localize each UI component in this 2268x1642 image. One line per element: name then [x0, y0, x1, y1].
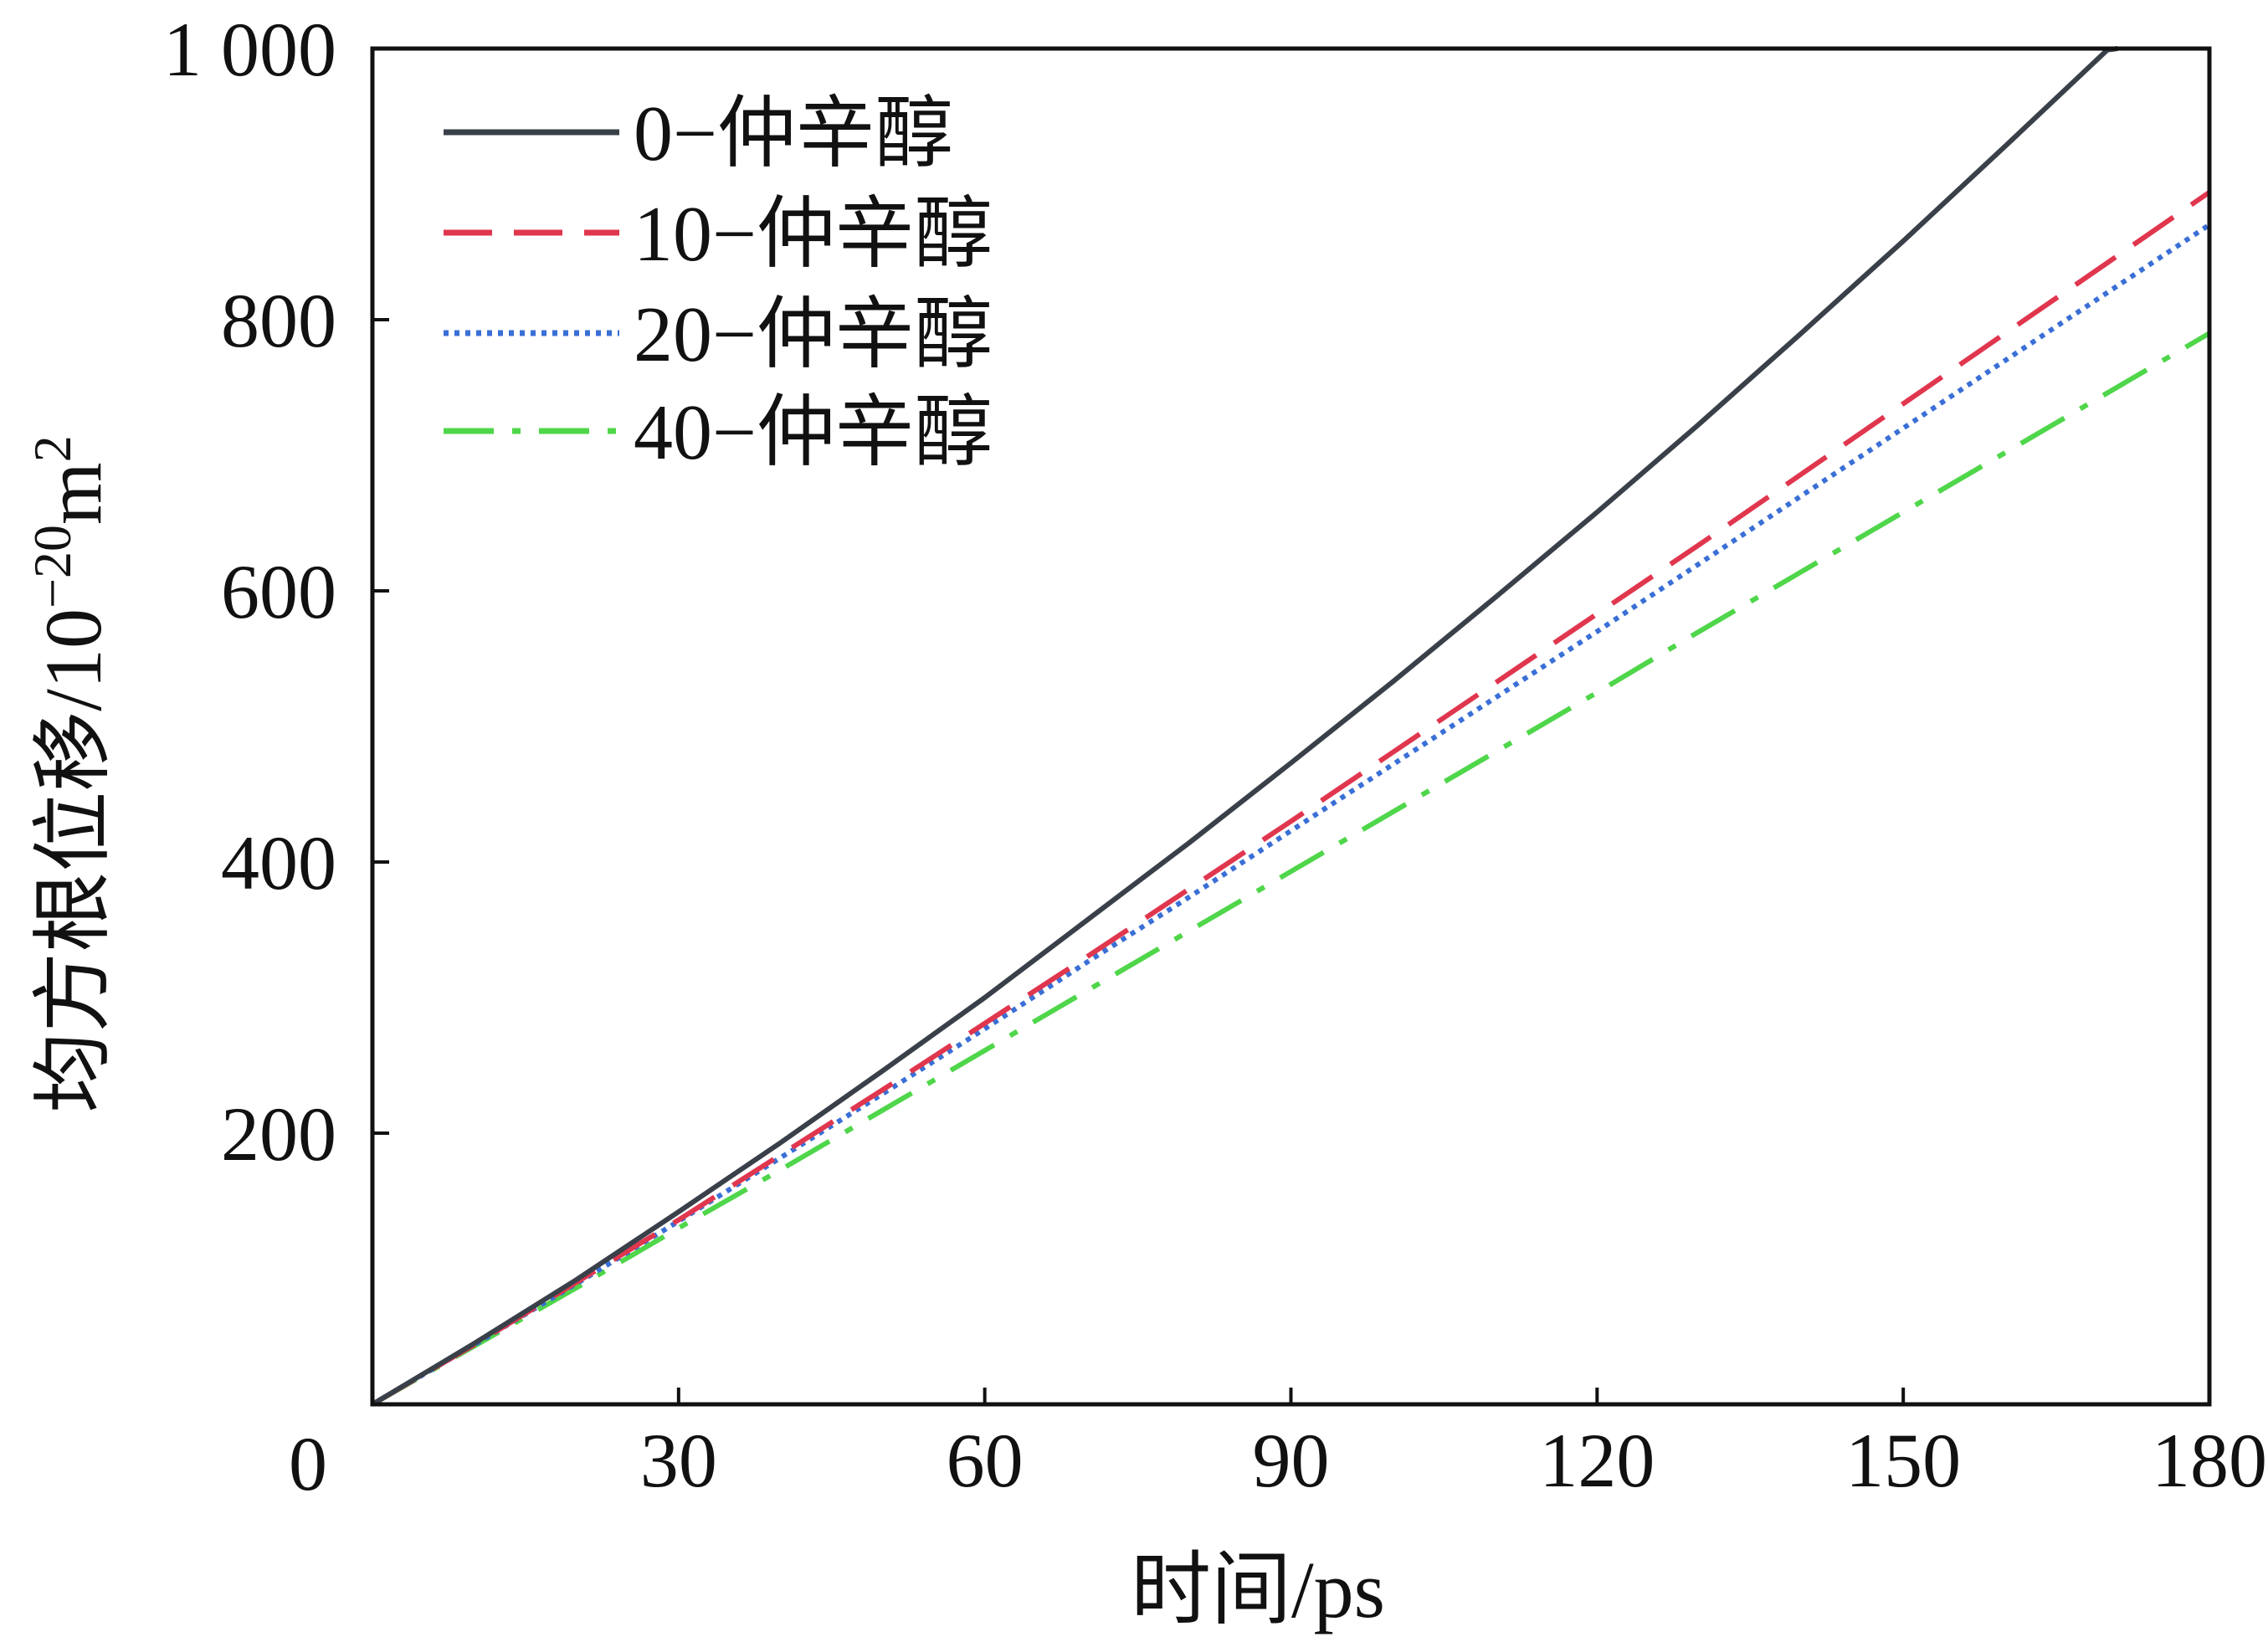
x-tick-label: 150 — [1845, 1418, 1961, 1503]
axis-ticks: 30 60 90 120 150 180 200 400 600 800 1 000 — [163, 7, 2267, 1503]
x-tick-label: 120 — [1539, 1418, 1655, 1503]
legend: 0−仲辛醇 10−仲辛醇 20−仲辛醇 40−仲辛醇 — [444, 90, 993, 476]
series-line-0 — [371, 46, 2118, 1407]
legend-label-1: 10−仲辛醇 — [634, 191, 993, 278]
series-line-1 — [371, 190, 2211, 1407]
x-tick-label: 60 — [947, 1418, 1024, 1503]
y-axis-title-main: 均方根位移/10 — [28, 608, 118, 1113]
legend-label-2: 20−仲辛醇 — [634, 291, 993, 378]
x-tick-label: 180 — [2152, 1418, 2267, 1503]
y-axis-title-unit-exponent: 2 — [23, 435, 82, 462]
x-tick-label: 30 — [640, 1418, 717, 1503]
y-tick-label: 800 — [221, 278, 336, 363]
legend-label-3: 40−仲辛醇 — [634, 389, 993, 476]
x-axis-title: 时间/ps — [1131, 1545, 1385, 1634]
legend-label-0: 0−仲辛醇 — [634, 90, 953, 177]
y-axis-title-exponent: −20 — [23, 525, 82, 608]
y-tick-label: 400 — [221, 820, 336, 906]
y-tick-label: 200 — [221, 1091, 336, 1177]
y-tick-label: 600 — [221, 549, 336, 634]
x-tick-label: 90 — [1253, 1418, 1330, 1503]
y-axis-title: 均方根位移/10−20m2 — [23, 435, 118, 1112]
series-lines — [371, 46, 2211, 1407]
y-tick-label: 1 000 — [163, 7, 336, 92]
y-axis-title-unit: m — [28, 462, 118, 525]
y-axis-origin-label: 0 — [289, 1421, 327, 1506]
series-line-3 — [371, 331, 2211, 1407]
